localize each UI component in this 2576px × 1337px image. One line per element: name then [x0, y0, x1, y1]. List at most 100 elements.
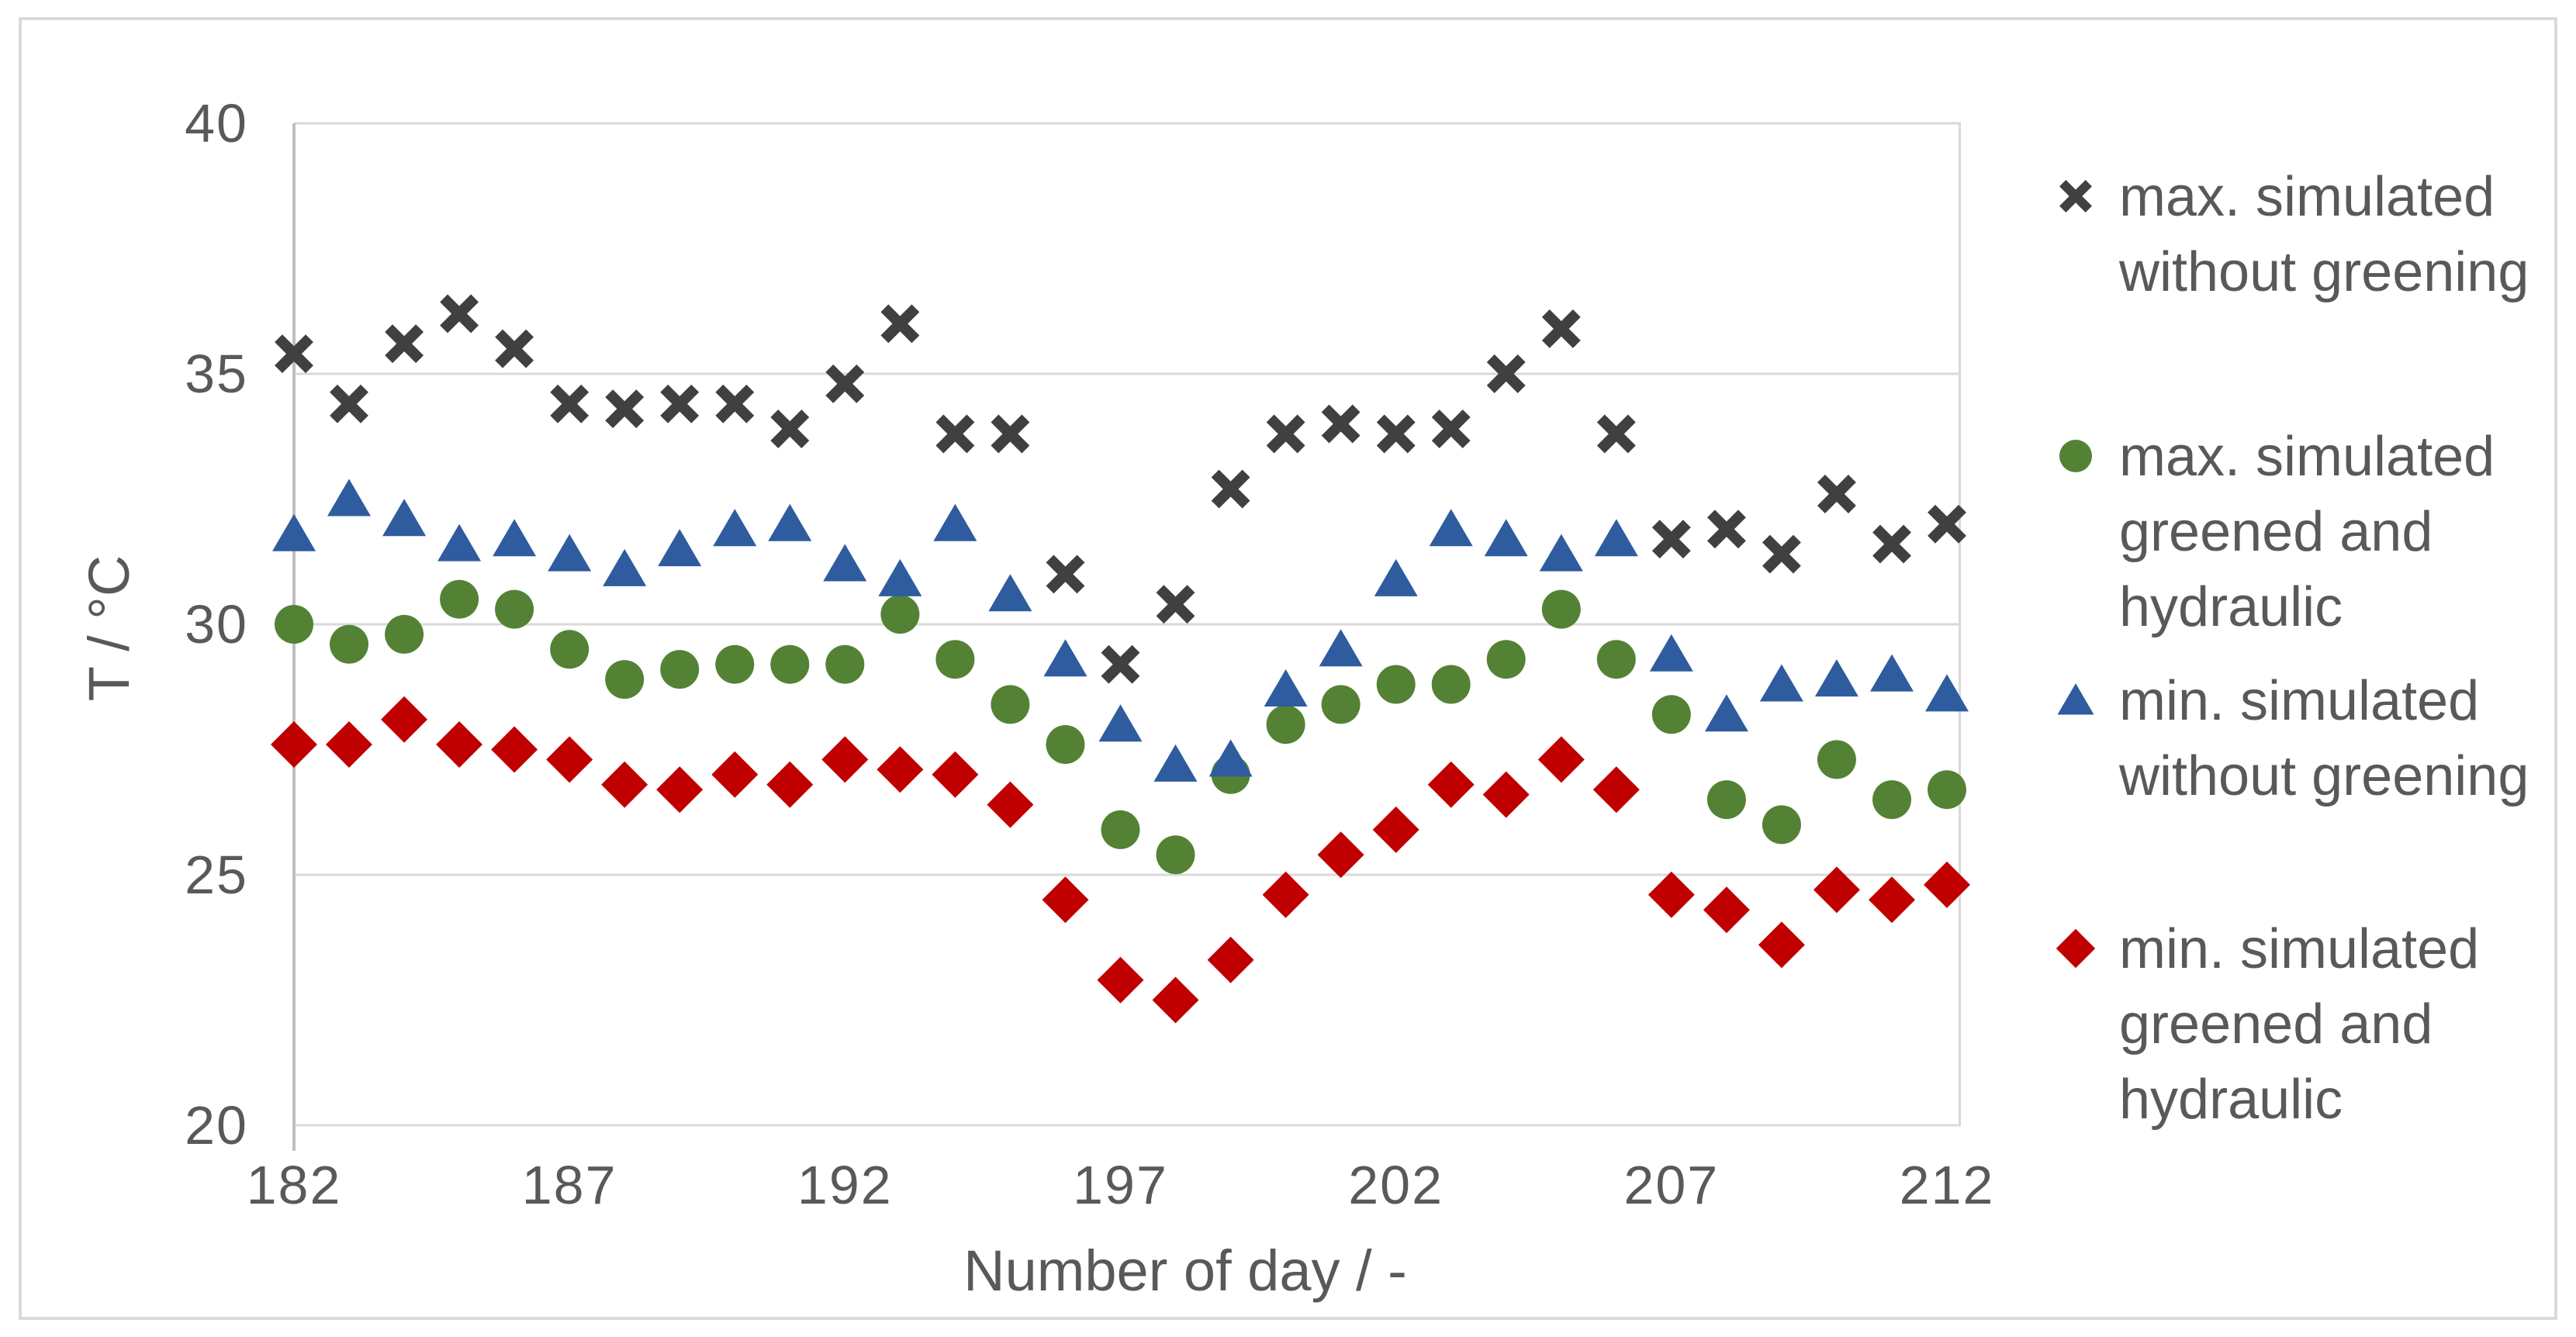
data-point-diamond-day-196	[1042, 876, 1089, 924]
data-point-triangle-day-195	[988, 574, 1032, 612]
data-point-x-day-198	[1156, 585, 1195, 624]
data-point-triangle-day-182	[272, 513, 316, 551]
data-point-circle-day-202	[1376, 665, 1416, 704]
data-point-circle-day-191	[770, 644, 810, 684]
data-point-triangle-day-188	[603, 548, 647, 586]
data-point-x-day-200	[1266, 414, 1305, 454]
y-tick-label-30: 30	[185, 594, 248, 655]
data-point-circle-day-182	[275, 605, 313, 644]
legend-label-line: min. simulated	[2119, 918, 2480, 980]
data-point-diamond-day-188	[601, 761, 648, 808]
legend-label: max. simulated without greening	[2119, 160, 2529, 310]
data-point-diamond-day-211	[1869, 876, 1915, 924]
data-point-triangle-day-196	[1043, 639, 1087, 677]
legend-label-line: greened and	[2119, 501, 2433, 563]
data-point-circle-day-205	[1541, 589, 1581, 629]
legend-x-icon	[2051, 171, 2101, 225]
data-point-circle-day-192	[825, 644, 865, 684]
data-point-diamond-day-202	[1372, 806, 1419, 853]
data-point-circle-day-194	[935, 640, 975, 679]
legend-item-diamond: min. simulated greened and hydraulic	[2051, 912, 2479, 1138]
data-point-diamond-day-191	[766, 761, 814, 808]
data-point-diamond-day-200	[1262, 871, 1309, 918]
data-point-triangle-day-190	[713, 509, 757, 547]
data-point-diamond-day-208	[1703, 886, 1750, 934]
data-point-x-day-211	[1872, 524, 1911, 564]
x-tick-label-182: 182	[246, 1155, 342, 1215]
x-tick-label-197: 197	[1073, 1155, 1168, 1215]
data-point-diamond-day-205	[1537, 736, 1585, 783]
legend-item-x: max. simulated without greening	[2051, 160, 2529, 310]
data-point-circle-day-210	[1817, 740, 1856, 779]
data-point-x-day-184	[385, 324, 424, 364]
data-point-diamond-day-212	[1924, 861, 1970, 908]
data-point-circle-day-204	[1486, 640, 1526, 679]
data-point-triangle-day-211	[1870, 654, 1914, 692]
data-point-diamond-day-186	[491, 726, 538, 773]
data-point-diamond-day-184	[381, 696, 428, 743]
data-point-triangle-day-202	[1374, 558, 1418, 596]
data-point-circle-day-186	[495, 589, 534, 629]
data-point-x-day-195	[991, 414, 1030, 454]
data-point-x-day-194	[935, 414, 975, 454]
legend-label-line: max. simulated	[2119, 426, 2495, 488]
legend-item-triangle: min. simulated without greening	[2051, 664, 2529, 814]
data-point-diamond-day-190	[711, 751, 759, 798]
data-point-triangle-day-191	[768, 503, 812, 541]
legend-label-line: without greening	[2119, 745, 2529, 807]
data-point-diamond-day-189	[656, 766, 704, 814]
x-axis-title: Number of day / -	[963, 1239, 1407, 1303]
data-point-diamond-day-201	[1317, 831, 1364, 879]
data-point-x-day-212	[1928, 504, 1966, 544]
data-point-circle-day-206	[1596, 640, 1636, 679]
data-point-diamond-day-198	[1152, 976, 1199, 1024]
data-point-x-day-210	[1817, 475, 1856, 513]
data-point-circle-day-209	[1762, 805, 1801, 845]
data-point-diamond-day-206	[1592, 766, 1640, 814]
data-point-triangle-day-194	[933, 503, 977, 541]
data-point-diamond-day-203	[1427, 761, 1475, 808]
legend-label: max. simulated greened and hydraulic	[2119, 420, 2495, 645]
x-tick-label-202: 202	[1348, 1155, 1444, 1215]
data-point-triangle-day-201	[1319, 629, 1363, 667]
data-point-x-day-190	[715, 384, 755, 423]
data-point-x-day-187	[550, 384, 590, 423]
data-point-triangle-day-189	[658, 529, 702, 567]
data-point-triangle-day-205	[1539, 534, 1583, 572]
legend-diamond-icon	[2051, 924, 2101, 977]
data-point-x-day-208	[1706, 510, 1746, 549]
legend-label: min. simulated without greening	[2119, 664, 2529, 814]
plot-area	[271, 122, 1970, 1151]
x-tick-label-187: 187	[521, 1155, 617, 1215]
data-point-x-day-189	[660, 384, 700, 423]
data-point-triangle-day-208	[1704, 694, 1748, 732]
y-tick-label-35: 35	[185, 344, 248, 404]
data-point-x-day-191	[770, 409, 810, 449]
data-point-x-day-203	[1431, 409, 1471, 449]
legend-label-line: without greening	[2119, 241, 2529, 303]
legend: max. simulated without greening max. simul…	[2051, 20, 2576, 1337]
data-point-x-day-182	[275, 334, 313, 374]
data-point-x-day-196	[1046, 554, 1085, 594]
y-tick-label-25: 25	[185, 845, 248, 905]
chart-frame: T / °C 20 25 30 35 40 182 187 192 197 202 207 212 …	[19, 17, 2557, 1320]
data-point-circle-day-211	[1872, 780, 1911, 820]
data-point-diamond-day-193	[877, 746, 924, 793]
data-point-circle-day-189	[660, 650, 700, 689]
data-point-x-day-186	[495, 329, 534, 368]
data-point-triangle-day-184	[382, 499, 427, 537]
data-point-x-day-183	[330, 384, 368, 423]
data-point-x-day-206	[1596, 414, 1636, 454]
data-point-circle-day-188	[605, 660, 645, 700]
legend-label-line: hydraulic	[2119, 1069, 2343, 1131]
data-point-circle-day-212	[1928, 770, 1966, 810]
legend-label-line: max. simulated	[2119, 166, 2495, 228]
data-point-x-day-205	[1541, 309, 1581, 348]
data-point-triangle-day-192	[823, 544, 867, 582]
data-point-triangle-day-197	[1098, 704, 1143, 742]
data-point-diamond-day-192	[821, 736, 869, 783]
legend-label-line: min. simulated	[2119, 670, 2480, 732]
legend-triangle-icon	[2051, 675, 2101, 729]
data-point-circle-day-187	[550, 630, 590, 669]
data-point-circle-day-207	[1651, 695, 1691, 734]
